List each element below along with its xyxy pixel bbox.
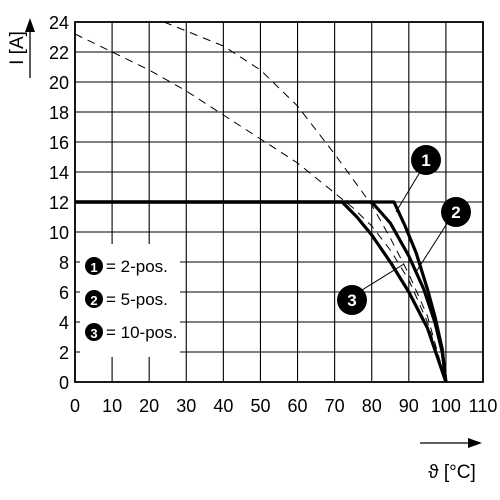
callout-badge-1 [411, 145, 441, 175]
x-tick-label: 60 [288, 396, 308, 416]
x-tick-label: 30 [176, 396, 196, 416]
x-tick-label: 40 [213, 396, 233, 416]
x-axis-arrowhead [468, 438, 482, 448]
y-tick-label: 8 [59, 253, 69, 273]
x-tick-label: 110 [469, 396, 498, 416]
legend-label-3: = 10-pos. [106, 323, 177, 342]
callout-badge-1-text: 1 [421, 151, 430, 170]
y-axis-title: I [A] [7, 31, 28, 65]
x-tick-label: 50 [250, 396, 270, 416]
y-tick-label: 16 [49, 133, 69, 153]
y-tick-label: 2 [59, 343, 69, 363]
legend-marker-2 [85, 290, 103, 308]
dashed-curve-1 [163, 21, 447, 383]
series-line-2 [75, 200, 448, 383]
y-tick-label: 4 [59, 313, 69, 333]
x-axis-title-group: ϑ [°C] [420, 438, 482, 483]
y-tick-label: 10 [49, 223, 69, 243]
callout-badge-3-text: 3 [347, 291, 356, 310]
legend: 1 = 2-pos. 2 = 5-pos. 3 = 10-pos. [80, 244, 180, 357]
legend-marker-1-text: 1 [90, 260, 97, 275]
legend-item-10-pos: 3 = 10-pos. [85, 323, 177, 342]
x-tick-label: 80 [362, 396, 382, 416]
x-tick-label: 10 [102, 396, 122, 416]
legend-marker-1 [85, 257, 103, 275]
legend-marker-3-text: 3 [90, 326, 97, 341]
plot-frame [74, 21, 484, 383]
legend-marker-2-text: 2 [90, 293, 97, 308]
callout-badge-3 [337, 285, 367, 315]
x-tick-label: 90 [399, 396, 419, 416]
y-tick-label: 12 [49, 193, 69, 213]
callout-leader-2 [415, 221, 449, 273]
x-tick-label: 0 [70, 396, 80, 416]
callout-leader-3 [361, 263, 405, 291]
x-tick-labels: 0 10 20 30 40 50 60 70 80 90 100 110 [70, 396, 497, 416]
y-tick-label: 0 [59, 373, 69, 393]
callout-badge-2 [441, 197, 471, 227]
legend-label-2: = 5-pos. [106, 290, 168, 309]
curves [74, 21, 448, 383]
y-tick-label: 18 [49, 103, 69, 123]
x-tick-label: 20 [139, 396, 159, 416]
y-tick-label: 6 [59, 283, 69, 303]
legend-marker-3 [85, 323, 103, 341]
legend-item-2-pos: 1 = 2-pos. [85, 257, 168, 276]
series-line-3 [75, 200, 448, 383]
y-tick-label: 22 [49, 43, 69, 63]
y-tick-label: 24 [49, 13, 69, 33]
callout-badge-2-text: 2 [451, 203, 460, 222]
plot-border [74, 21, 484, 383]
callout-leader-1 [395, 171, 421, 213]
x-tick-label: 70 [325, 396, 345, 416]
x-axis-title: ϑ [°C] [428, 462, 476, 483]
legend-item-5-pos: 2 = 5-pos. [85, 290, 168, 309]
y-tick-label: 14 [49, 163, 69, 183]
dashed-curve-3 [74, 33, 447, 383]
y-tick-label: 20 [49, 73, 69, 93]
legend-label-1: = 2-pos. [106, 257, 168, 276]
y-axis-arrowhead [25, 18, 35, 32]
callouts: 1 2 3 [337, 145, 471, 315]
x-tick-label: 100 [431, 396, 461, 416]
y-axis-title-group: I [A] [7, 18, 35, 78]
